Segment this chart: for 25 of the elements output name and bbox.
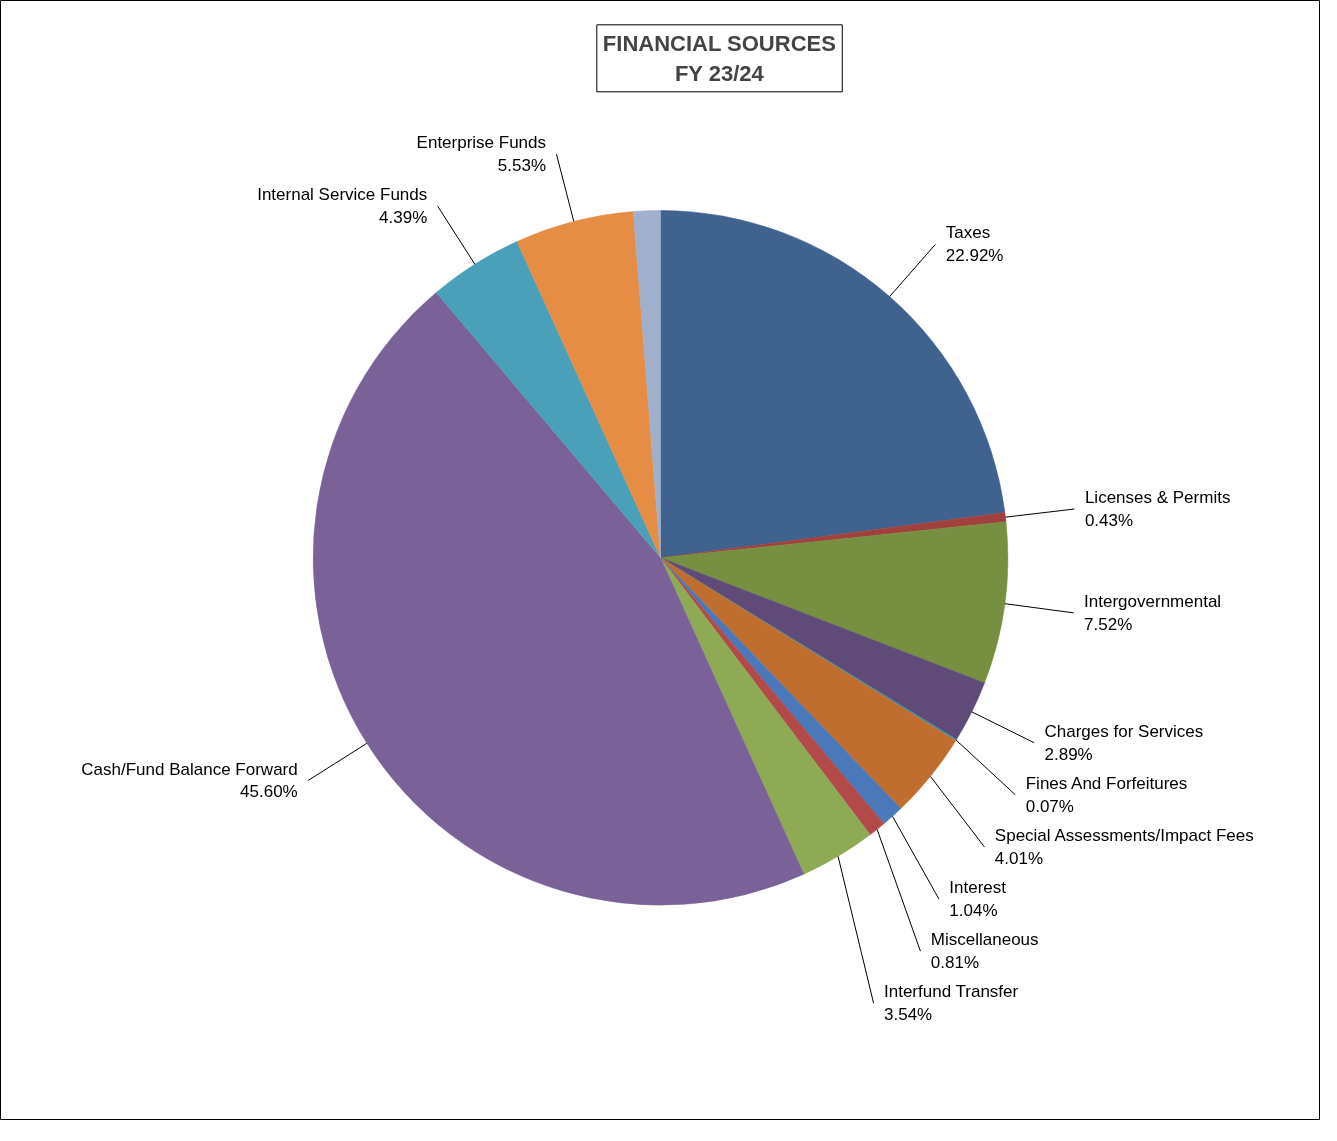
slice-label: Enterprise Funds <box>416 133 547 153</box>
slice-label: Miscellaneous <box>930 930 1039 950</box>
data-label: 22.92% <box>945 246 1004 266</box>
slice-label: Cash/Fund Balance Forward <box>81 759 298 779</box>
slice-label: Fines And Forfeitures <box>1025 773 1188 793</box>
data-label: 3.54% <box>884 1005 933 1025</box>
slice-label: Charges for Services <box>1044 721 1204 741</box>
slice-label: Interest <box>949 878 1007 898</box>
slice-label: Taxes <box>945 223 991 243</box>
data-label: 2.89% <box>1044 744 1093 764</box>
data-label: 4.39% <box>379 208 428 228</box>
slice-label: Intergovernmental <box>1084 591 1222 611</box>
data-label: 45.60% <box>240 782 298 802</box>
data-label: 5.53% <box>497 156 547 176</box>
slice-label: Licenses & Permits <box>1084 488 1231 508</box>
data-label: 1.04% <box>949 900 998 920</box>
slice-label: Special Assessments/Impact Fees <box>994 825 1254 845</box>
slice-label: Internal Service Funds <box>257 185 428 205</box>
data-label: 0.43% <box>1084 510 1134 530</box>
data-label: 7.52% <box>1084 614 1133 634</box>
data-label: 0.07% <box>1025 796 1074 816</box>
slice-label: Interfund Transfer <box>884 982 1019 1002</box>
data-label: 0.81% <box>930 953 980 972</box>
data-label: 4.01% <box>994 848 1044 868</box>
chart-title: FINANCIAL SOURCES FY 23/24 <box>602 30 836 86</box>
